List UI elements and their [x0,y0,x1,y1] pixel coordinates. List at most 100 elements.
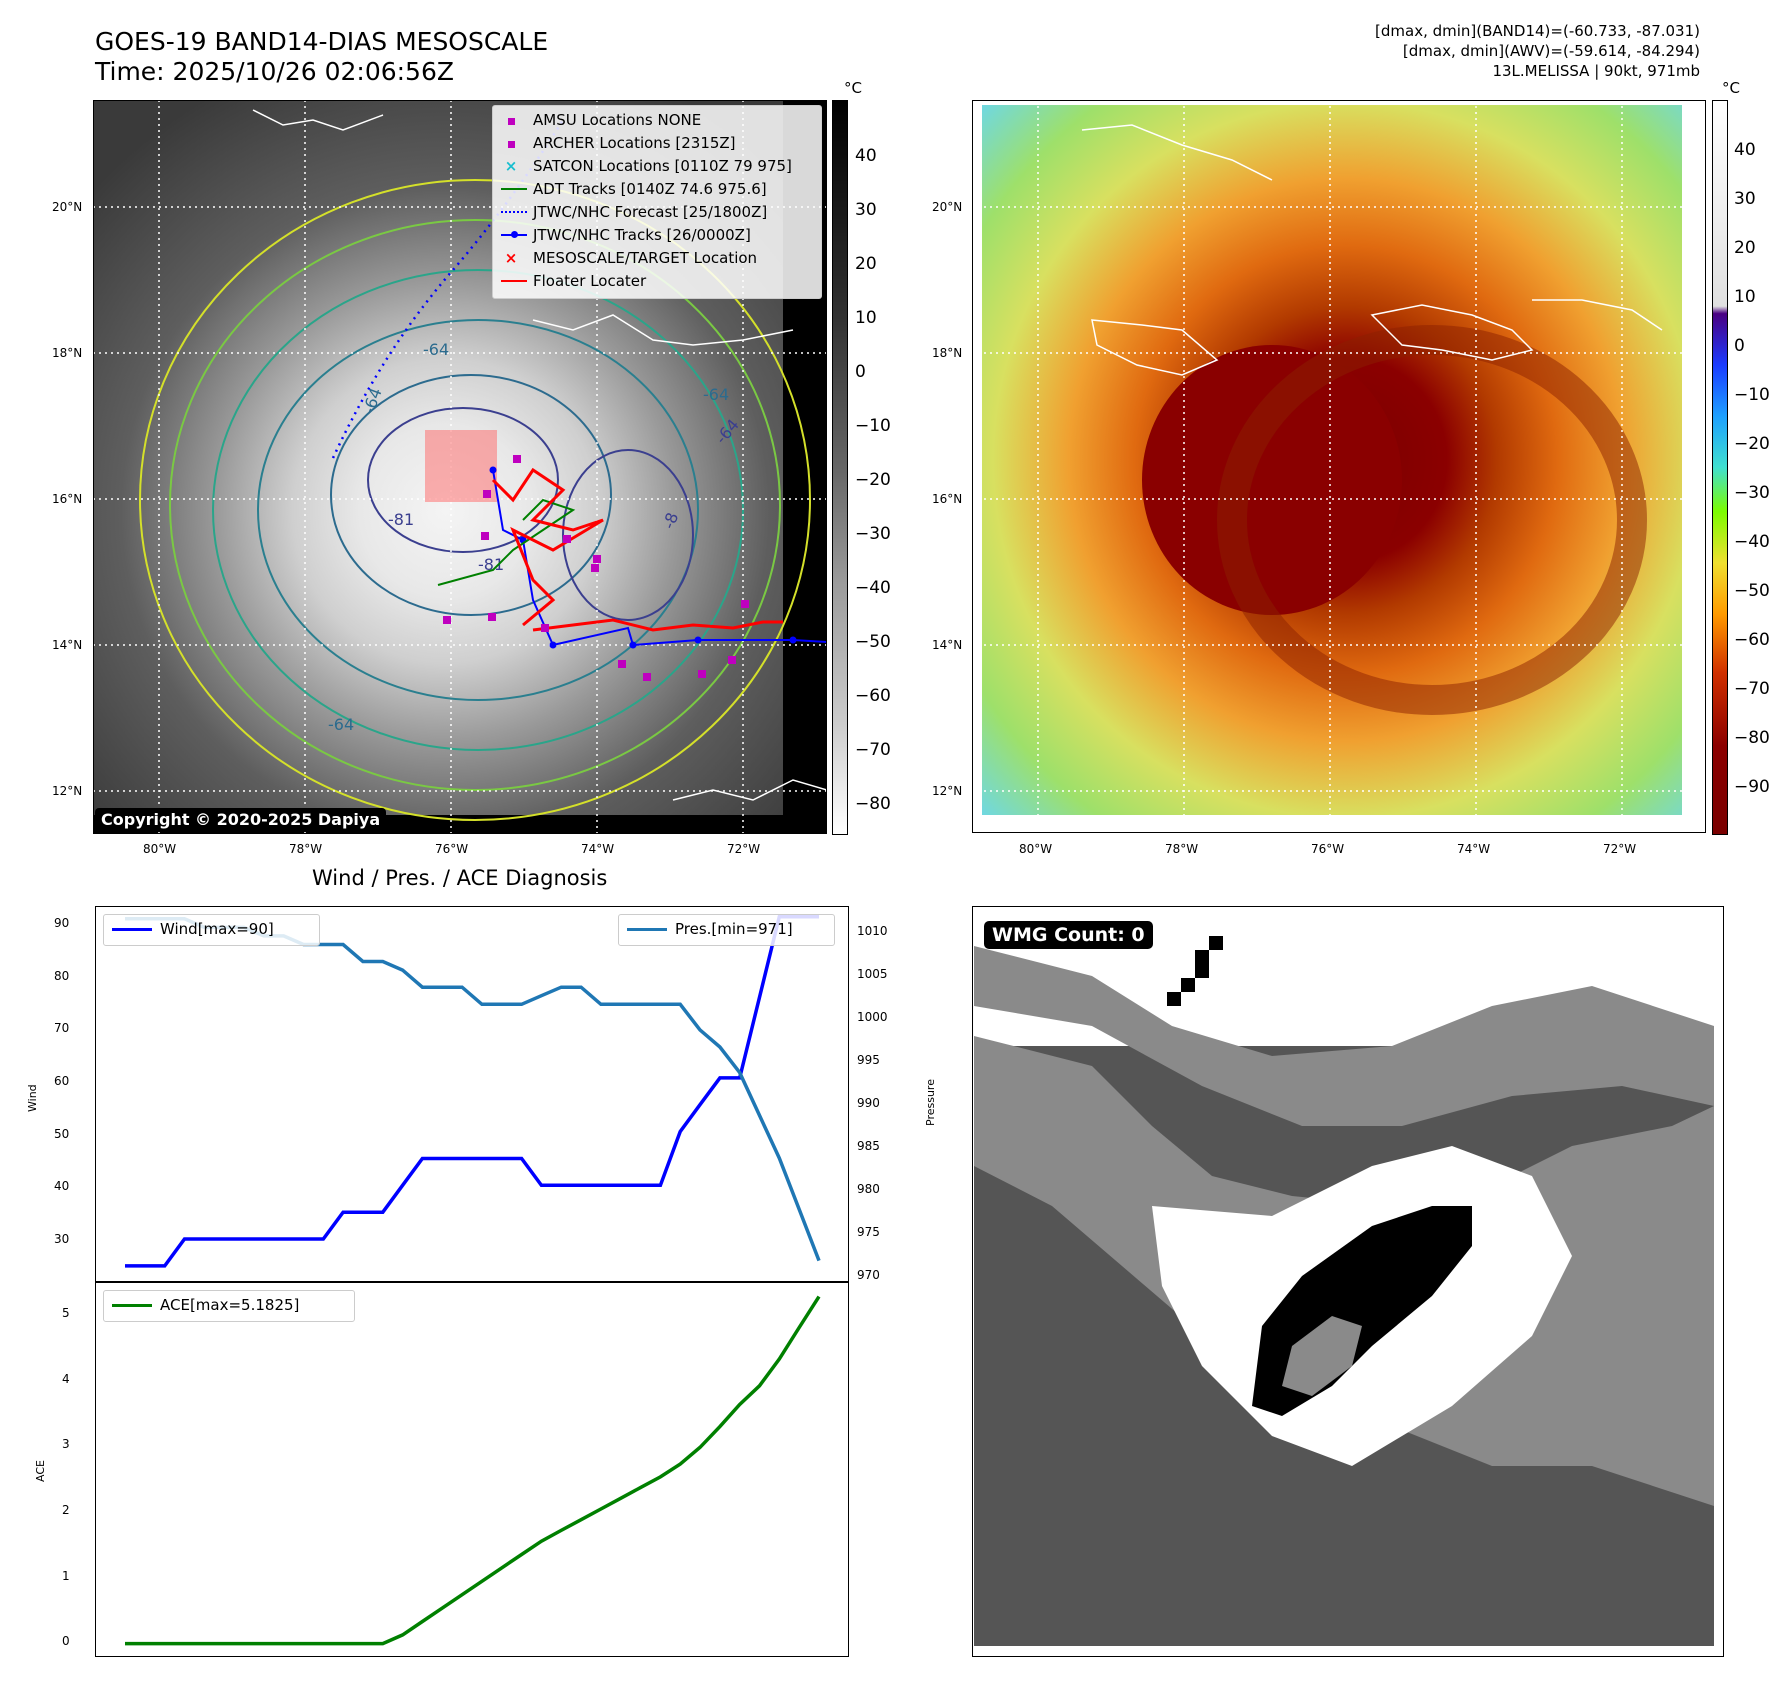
floater-track-loop [491,467,604,627]
lon-label: 72°W [1603,842,1637,856]
line-marker-icon [112,1303,152,1307]
lat-label: 12°N [52,784,83,798]
colorbar-tick: −50 [855,632,891,652]
lon-label: 76°W [435,842,469,856]
colorbar-tick: 10 [855,308,877,328]
colorbar-unit: °C [844,79,862,97]
ace-ytick: 3 [62,1437,70,1451]
ace-ytick: 5 [62,1306,70,1320]
colorbar-tick: −40 [1734,532,1770,552]
lat-label: 14°N [932,638,963,652]
line-marker-icon [501,188,527,190]
colorbar-tick: −30 [1734,483,1770,503]
colorbar-tick: 30 [1734,189,1756,209]
ace-series-line [125,1295,821,1646]
pressure-ytick: 970 [857,1268,880,1282]
pressure-legend: Pres.[min=971] [618,914,835,946]
lon-label: 72°W [727,842,761,856]
lon-label: 80°W [1019,842,1053,856]
colorbar-tick: −50 [1734,581,1770,601]
pressure-ytick: 995 [857,1053,880,1067]
lon-label: 80°W [143,842,177,856]
square-marker-icon [507,141,515,148]
ace-axis-label: ACE [34,1460,47,1482]
colorbar-tick: −10 [1734,385,1770,405]
colorbar-tick: 0 [1734,336,1745,356]
x-marker-icon: × [504,157,518,175]
colorbar-tick: −90 [1734,777,1770,797]
colorbar-tick: −20 [855,470,891,490]
legend-item-forecast: JTWC/NHC Forecast [25/1800Z] [501,203,767,221]
legend-item-jtwc: JTWC/NHC Tracks [26/0000Z] [501,226,751,244]
colorbar-tick: 0 [855,362,866,382]
x-marker-icon: × [504,249,518,267]
lat-label: 20°N [52,200,83,214]
contour-label: -64 [423,340,449,359]
wind-ytick: 90 [54,916,70,930]
color-ir-map-panel [972,100,1706,833]
lon-label: 78°W [289,842,323,856]
pressure-legend-label: Pres.[min=971] [675,920,793,938]
ace-legend-label: ACE[max=5.1825] [160,1296,300,1314]
lat-label: 18°N [52,346,83,360]
pressure-ytick: 980 [857,1182,880,1196]
floater-track [532,618,783,632]
jtwc-track [492,469,827,647]
contour-label: -81 [478,555,504,574]
figure-title: GOES-19 BAND14-DIAS MESOSCALE [95,27,549,56]
wind-ytick: 70 [54,1021,70,1035]
lat-label: 16°N [932,492,963,506]
diagnosis-title: Wind / Pres. / ACE Diagnosis [312,866,608,890]
colorbar-tick: −80 [855,794,891,814]
colorbar-tick: 20 [855,254,877,274]
lat-label: 16°N [52,492,83,506]
pressure-ytick: 1000 [857,1010,888,1024]
jtwc-track-points [489,466,797,649]
colorbar-tick: 40 [855,146,877,166]
ace-ytick: 4 [62,1372,70,1386]
copyright-badge: Copyright © 2020-2025 Dapiya [95,808,387,831]
lon-label: 74°W [581,842,615,856]
ace-ytick: 1 [62,1569,70,1583]
colorbar-tick: −20 [1734,434,1770,454]
adt-track [437,498,576,586]
line-marker-icon [501,280,527,282]
pressure-ytick: 1010 [857,924,888,938]
lat-label: 18°N [932,346,963,360]
wind-pressure-chart [95,906,849,1282]
ace-chart [95,1282,849,1657]
map-legend: AMSU Locations NONE ARCHER Locations [23… [492,105,822,299]
pressure-ytick: 1005 [857,967,888,981]
colorbar-tick: −60 [855,686,891,706]
colorbar-tick: 30 [855,200,877,220]
colorbar-tick: 40 [1734,140,1756,160]
wmg-panel [972,906,1724,1657]
grayscale-colorbar [832,100,848,835]
legend-item-floater: Floater Locater [501,272,646,290]
lat-label: 12°N [932,784,963,798]
line-marker-icon [112,927,152,931]
wind-ytick: 60 [54,1074,70,1088]
wind-ytick: 30 [54,1232,70,1246]
colorbar-tick: −80 [1734,728,1770,748]
line-dot-icon [501,231,527,238]
ace-ytick: 2 [62,1503,70,1517]
contour-label: -8 [659,510,682,531]
pressure-ytick: 985 [857,1139,880,1153]
lon-label: 76°W [1311,842,1345,856]
contour-label: -64 [703,385,729,404]
wind-ytick: 40 [54,1179,70,1193]
contour-label: -81 [388,510,414,529]
wind-legend: Wind[max=90] [103,914,320,946]
color-colorbar [1712,100,1728,835]
archer-points [443,455,749,681]
wind-ytick: 80 [54,969,70,983]
square-marker-icon [507,118,515,125]
wind-series-line [125,914,819,1268]
pressure-ytick: 975 [857,1225,880,1239]
line-marker-icon [627,927,667,931]
colorbar-tick: −70 [855,740,891,760]
legend-item-satcon: × SATCON Locations [0110Z 79 975] [501,157,792,175]
wind-axis-label: Wind [26,1084,39,1112]
colorbar-unit: °C [1722,79,1740,97]
